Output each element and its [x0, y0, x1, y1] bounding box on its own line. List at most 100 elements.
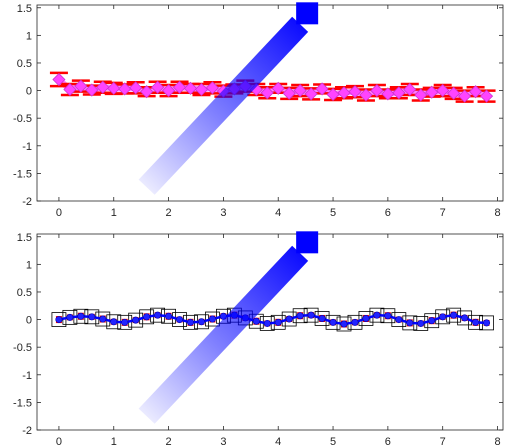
y-tick-label: 1.5: [17, 232, 32, 244]
y-tick-label: 0.5: [17, 58, 32, 70]
data-point: [370, 84, 384, 98]
data-point: [66, 313, 74, 321]
data-point: [263, 319, 271, 327]
data-point: [55, 316, 63, 324]
data-point: [469, 85, 483, 99]
data-point: [403, 82, 417, 97]
data-point: [315, 82, 329, 96]
x-tick-label: 5: [330, 207, 336, 219]
data-point: [285, 315, 293, 323]
data-point: [362, 314, 370, 322]
series-line: [58, 313, 487, 326]
x-tick-label: 2: [166, 436, 172, 448]
x-tick-label: 5: [330, 436, 336, 448]
data-point: [318, 314, 326, 322]
data-point: [326, 87, 340, 102]
data-point: [252, 317, 260, 325]
data-point: [187, 318, 195, 326]
data-point: [472, 318, 480, 326]
data-point: [381, 87, 395, 101]
data-point: [88, 313, 96, 321]
data-point: [479, 89, 494, 103]
data-point: [107, 81, 121, 95]
y-tick-label: 1: [26, 30, 32, 42]
data-point: [304, 87, 318, 101]
x-tick-label: 4: [275, 436, 281, 448]
data-point: [296, 312, 304, 320]
box-marker: [95, 311, 111, 327]
data-point: [340, 320, 348, 328]
data-point: [132, 316, 140, 324]
data-point: [74, 79, 88, 93]
y-tick-label: 1.5: [17, 3, 32, 15]
data-point: [194, 82, 209, 97]
arrow-head: [296, 231, 319, 254]
data-point: [121, 318, 129, 326]
data-point: [406, 319, 414, 327]
data-point: [384, 312, 392, 320]
data-point: [439, 313, 447, 321]
arrow-head: [296, 2, 319, 25]
x-tick-label: 8: [494, 436, 500, 448]
data-point: [77, 312, 85, 320]
data-point: [151, 80, 165, 94]
data-point: [337, 86, 351, 100]
data-point: [172, 80, 187, 94]
y-tick-label: -2: [22, 425, 32, 437]
arrow-shaft: [138, 16, 309, 195]
data-point: [417, 319, 425, 327]
x-tick-label: 4: [275, 207, 281, 219]
data-point: [373, 311, 381, 319]
data-point: [425, 85, 439, 99]
box-marker: [457, 310, 473, 326]
y-tick-label: 0: [26, 315, 32, 327]
data-point: [329, 318, 337, 326]
y-tick-label: -0.5: [13, 113, 32, 125]
y-tick-label: -0.5: [13, 342, 32, 354]
data-point: [414, 88, 428, 102]
x-tick-label: 6: [385, 436, 391, 448]
y-tick-label: 1: [26, 259, 32, 271]
bottom-plot: 0 1 2 3 4 5 6 7 8 -2 -1.5 -1 -0.5 0 0.5 1 1.5: [13, 231, 504, 448]
box-marker: [314, 311, 330, 326]
data-point: [129, 81, 143, 95]
data-point: [293, 84, 307, 98]
data-point: [176, 316, 184, 324]
data-point: [63, 82, 77, 97]
data-point: [450, 311, 458, 319]
y-tick-label: -1.5: [13, 397, 32, 409]
data-point: [461, 314, 469, 322]
data-point: [110, 318, 118, 326]
data-point: [307, 311, 315, 319]
axes-frame: [36, 233, 504, 431]
box-marker: [281, 311, 297, 327]
data-point: [271, 81, 285, 95]
data-point: [351, 318, 359, 326]
x-tick-label: 6: [385, 207, 391, 219]
data-point: [205, 81, 220, 95]
data-point: [99, 315, 107, 323]
box-marker: [358, 311, 374, 326]
data-point: [483, 319, 491, 327]
data-point: [395, 316, 403, 324]
data-point: [447, 86, 461, 100]
data-point: [143, 313, 151, 321]
box-marker: [205, 311, 220, 327]
arrow-shaft: [138, 245, 309, 424]
data-point: [436, 84, 450, 98]
y-tick-label: -2: [22, 196, 32, 208]
x-tick-label: 3: [220, 207, 226, 219]
box-marker: [424, 313, 440, 329]
data-point: [118, 82, 132, 96]
data-point: [85, 83, 99, 97]
data-point: [348, 85, 362, 99]
data-point: [52, 72, 66, 87]
data-point: [428, 317, 436, 325]
x-tick-label: 1: [111, 207, 117, 219]
y-tick-label: -1.5: [13, 168, 32, 180]
box-marker: [128, 312, 144, 328]
y-tick-label: 0.5: [17, 287, 32, 299]
box-marker: [51, 312, 67, 327]
x-tick-label: 3: [220, 436, 226, 448]
